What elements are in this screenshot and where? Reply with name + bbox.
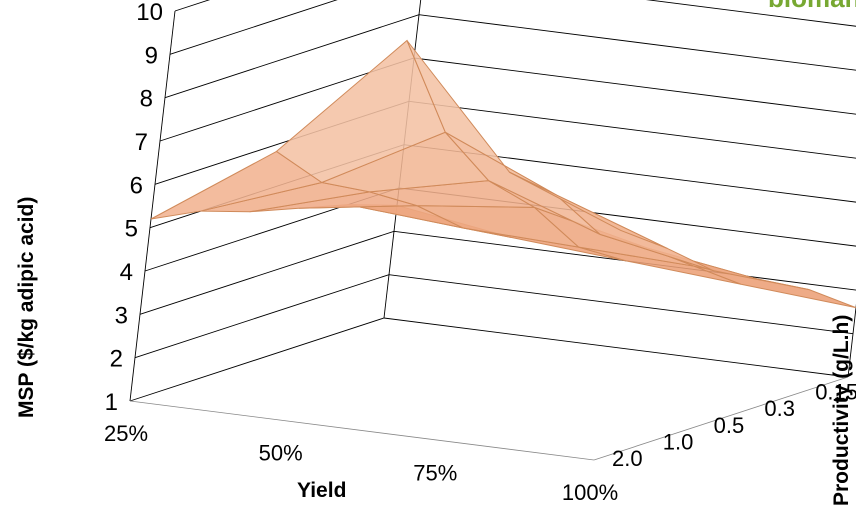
yield-tick-label: 25% [104, 421, 148, 446]
z-gridline [134, 274, 854, 359]
z-tick-label: 10 [136, 0, 163, 26]
yield-tick-label: 75% [413, 460, 457, 485]
z-gridline [164, 14, 856, 99]
productivity-tick-label: 0.15 [815, 380, 856, 405]
wall-edge [129, 10, 176, 402]
z-gridline [139, 230, 856, 315]
yield-tick-label: 100% [562, 480, 618, 505]
z-gridline [129, 317, 849, 402]
z-tick-label: 8 [140, 86, 153, 113]
axis-ticks: 1234567891025%50%75%100%0.050.150.30.51.… [104, 0, 856, 505]
floor-edge [129, 400, 595, 461]
productivity-tick-label: 1.0 [663, 429, 694, 454]
z-gridline [159, 57, 856, 142]
productivity-tick-label: 0.3 [764, 396, 795, 421]
productivity-tick-label: 2.0 [612, 446, 643, 471]
y-axis-title: Productivity (g/L.h) [830, 315, 853, 506]
corner-title: biomant [768, 0, 856, 13]
z-tick-label: 9 [145, 42, 158, 69]
z-tick-label: 1 [105, 389, 118, 416]
surface-plot [150, 39, 856, 309]
z-tick-label: 7 [135, 129, 148, 156]
z-tick-label: 2 [110, 346, 123, 373]
x-axis-title: Yield [297, 479, 346, 502]
z-tick-label: 5 [125, 216, 138, 243]
yield-tick-label: 50% [259, 441, 303, 466]
surface-patch [509, 171, 668, 249]
z-tick-label: 3 [115, 302, 128, 329]
z-tick-label: 4 [120, 259, 133, 286]
z-gridline [169, 0, 856, 55]
z-gridline [174, 0, 211, 12]
floor-edge [593, 376, 849, 461]
productivity-tick-label: 0.5 [714, 413, 745, 438]
z-axis-title: MSP ($/kg adipic acid) [15, 197, 38, 418]
z-tick-label: 6 [130, 172, 143, 199]
